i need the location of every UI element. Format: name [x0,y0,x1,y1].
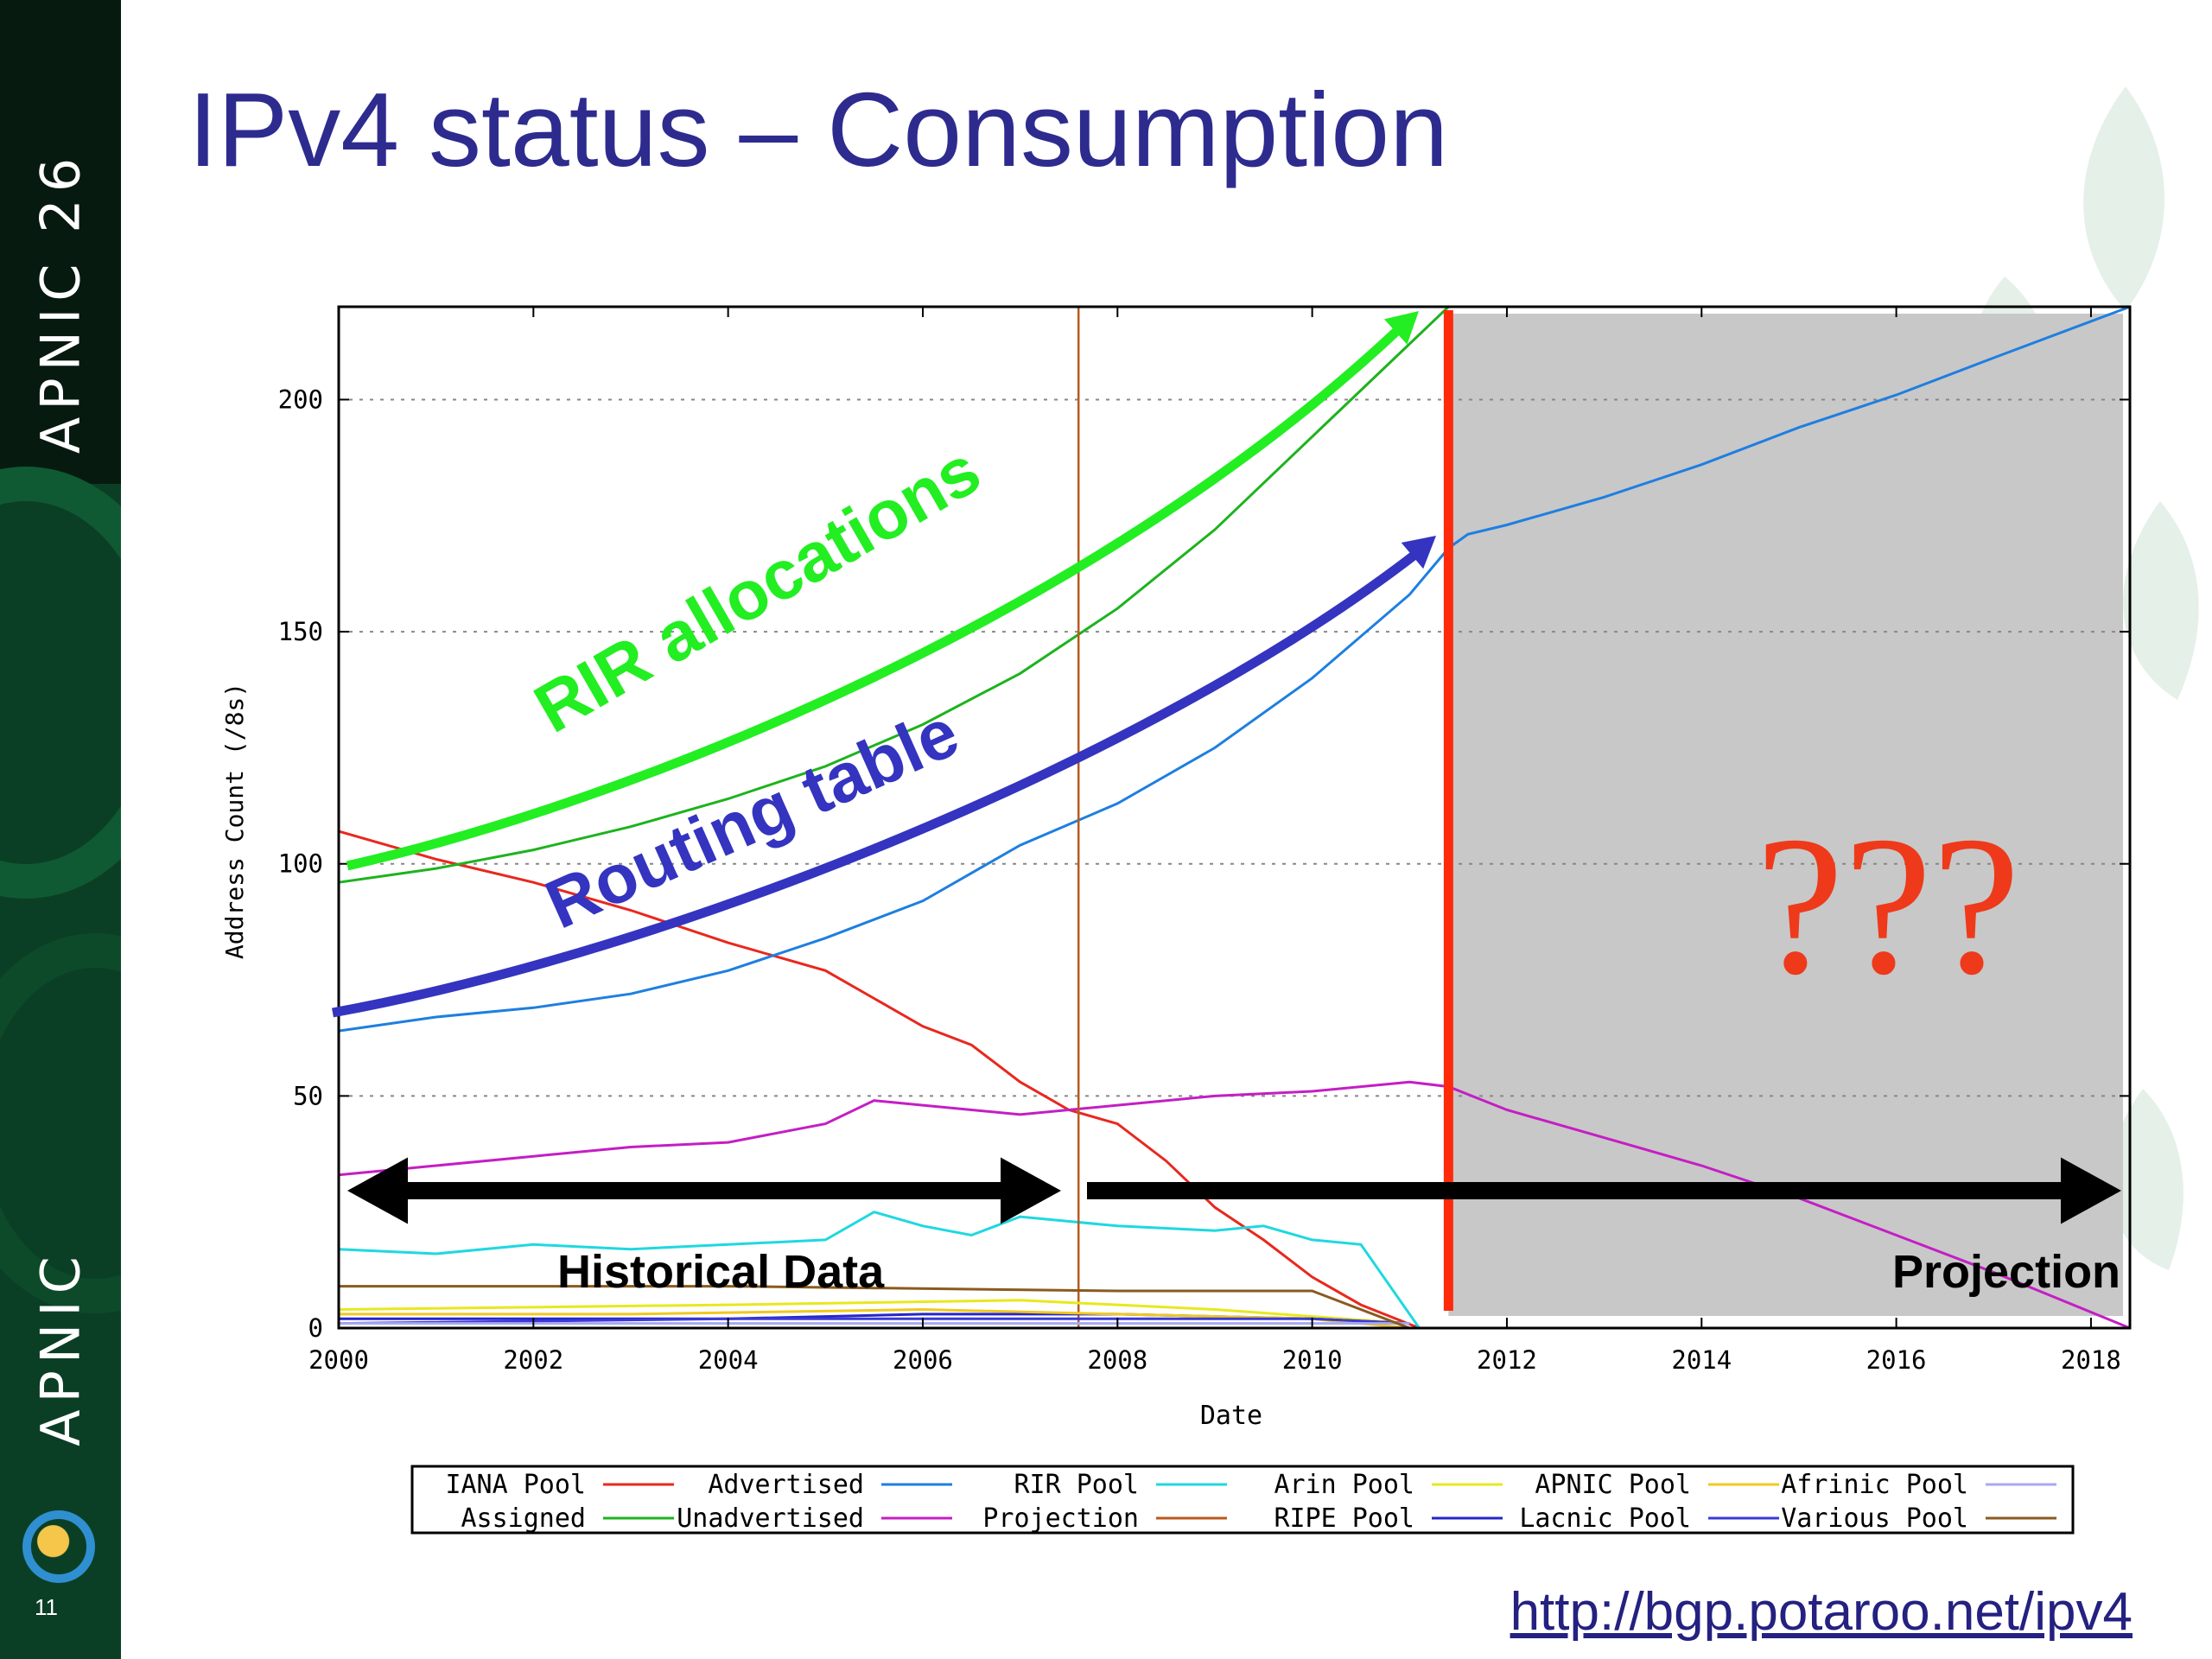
legend-label: Assigned [461,1503,587,1534]
series-line-various-pool [339,1285,1410,1330]
projection-region [1448,314,2123,1316]
y-tick-label: 0 [308,1313,323,1343]
historical-arrowhead-left [347,1157,408,1224]
y-tick-label: 100 [278,849,323,879]
x-tick-label: 2014 [1671,1345,1732,1375]
rir-allocations-arrowhead [1383,311,1419,345]
series-line-advertised [338,305,2131,1033]
x-tick-label: 2010 [1282,1345,1343,1375]
projection-arrowhead [2061,1157,2121,1224]
x-axis-label: Date [1200,1401,1262,1431]
plot-frame [337,305,2132,1330]
slide-title: IPv4 status – Consumption [188,71,1448,188]
legend-label: Afrinic Pool [1781,1470,1968,1500]
y-axis-label: Address Count (/8s) [220,683,249,959]
legend-label: APNIC Pool [1535,1470,1691,1500]
y-tick-label: 50 [293,1081,323,1110]
legend-label: Lacnic Pool [1519,1503,1691,1534]
x-tick-label: 2004 [698,1345,759,1375]
sidebar: APNIC 26 APNIC 11 [0,0,121,1659]
routing-table-curve [332,549,1421,1018]
source-link[interactable]: http://bgp.potaroo.net/ipv4 [1510,1582,2133,1642]
unknown-label: ??? [1756,795,2020,1015]
legend-label: IANA Pool [445,1470,586,1500]
projection-label: Projection [1892,1246,2120,1298]
routing-table-arrowhead [1401,536,1436,569]
legend-box [410,1465,2075,1535]
series-line-iana-pool [338,830,1421,1330]
x-tick-label: 2006 [893,1345,953,1375]
legend-label: Advertised [708,1470,864,1500]
historical-arrowhead-right [1001,1157,1061,1224]
legend-label: RIR Pool [1014,1470,1140,1500]
x-tick-label: 2008 [1087,1345,1147,1375]
legend-label: Projection [982,1503,1139,1534]
legend-label: Various Pool [1781,1503,1968,1534]
historical-data-label: Historical Data [557,1246,885,1298]
legend-label: Unadvertised [677,1503,864,1534]
series-line-arin-pool [338,1299,1410,1325]
rir-allocations-curve [346,323,1405,871]
y-tick-label: 150 [278,617,323,646]
series-line-lacnic-pool [338,1317,1410,1325]
series-line-rir-pool [338,1211,1421,1329]
x-tick-label: 2002 [503,1345,563,1375]
slide-number: 11 [35,1594,58,1620]
x-tick-label: 2016 [1866,1345,1927,1375]
x-tick-label: 2018 [2061,1345,2121,1375]
legend-label: RIPE Pool [1274,1503,1414,1534]
sidebar-dark-band [0,0,121,484]
y-tick-label: 200 [278,385,323,414]
apnic-logo-icon [22,1510,95,1583]
x-tick-label: 2012 [1477,1345,1537,1375]
x-tick-label: 2000 [308,1345,369,1375]
legend-label: Arin Pool [1274,1470,1414,1500]
series-line-assigned [338,305,1450,884]
